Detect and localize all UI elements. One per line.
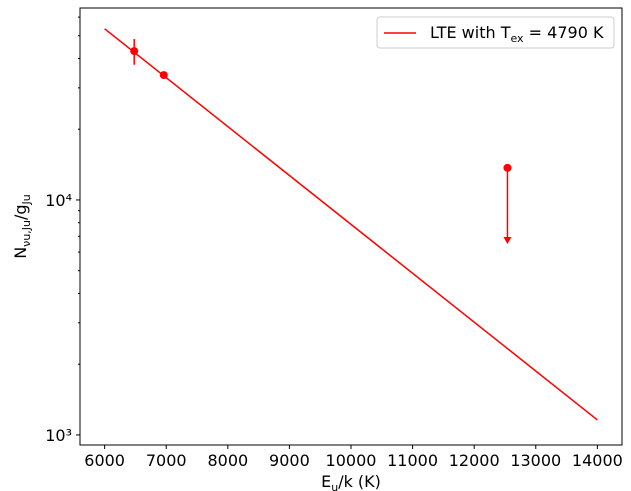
- label-subscript: u: [331, 481, 338, 491]
- legend-box: [376, 16, 615, 49]
- label-part: LTE with T: [430, 23, 511, 42]
- label-subscript: Ju: [20, 194, 33, 205]
- model-line: [104, 28, 598, 421]
- x-tick-label: 7000: [146, 451, 187, 470]
- upper-limit-point: [503, 163, 512, 172]
- x-tick-label: 12000: [449, 451, 500, 470]
- label-subscript: ex: [510, 32, 524, 45]
- y-tick-label: 10⁴: [45, 191, 72, 210]
- x-axis-label: Eu/k (K): [321, 472, 381, 491]
- label-subscript: νu,Ju: [20, 220, 33, 247]
- legend-label: LTE with Tex = 4790 K: [430, 23, 604, 45]
- x-tick-label: 11000: [387, 451, 438, 470]
- arrow-head: [503, 236, 512, 244]
- label-part: /k (K): [338, 472, 381, 491]
- x-tick-label: 6000: [84, 451, 125, 470]
- x-tick-label: 9000: [269, 451, 310, 470]
- label-part: = 4790 K: [524, 23, 604, 42]
- x-tick-label: 8000: [207, 451, 248, 470]
- x-tick-label: 10000: [326, 451, 377, 470]
- label-part: N: [11, 247, 30, 259]
- label-part: E: [321, 472, 331, 491]
- data-point: [159, 71, 168, 80]
- x-tick-label: 14000: [572, 451, 623, 470]
- data-point: [130, 47, 139, 56]
- x-tick-label: 13000: [510, 451, 561, 470]
- y-axis-label: Nνu,Ju/gJu: [11, 194, 33, 259]
- y-tick-label: 10³: [45, 426, 72, 445]
- label-part: /g: [11, 204, 30, 220]
